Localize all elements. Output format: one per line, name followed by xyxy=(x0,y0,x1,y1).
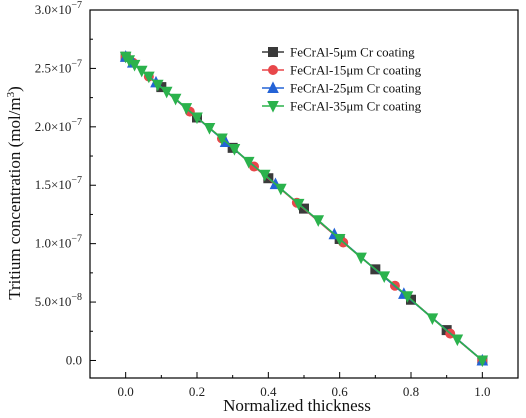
x-tick-label: 0.8 xyxy=(403,384,419,399)
x-tick-label: 0.6 xyxy=(332,384,349,399)
y-tick-mantissa: 0.0 xyxy=(66,352,82,367)
y-tick-exponent: −7 xyxy=(71,234,82,245)
x-tick-label: 0.0 xyxy=(118,384,134,399)
y-tick-exponent: −7 xyxy=(71,0,82,11)
data-point xyxy=(169,93,182,106)
y-tick-mantissa: 5.0×10 xyxy=(35,294,72,309)
data-point xyxy=(135,65,148,78)
y-tick-exponent: −7 xyxy=(71,175,82,186)
y-axis-title: Tritium concentration (mol/m3) xyxy=(5,86,24,300)
data-point xyxy=(191,112,203,125)
x-tick-label: 1.0 xyxy=(474,384,490,399)
series-layer xyxy=(119,50,489,368)
y-axis: 0.05.0×10−81.0×10−71.5×10−72.0×10−72.5×1… xyxy=(35,0,96,367)
series-4 xyxy=(119,51,489,368)
y-tick-label: 1.0×10−7 xyxy=(35,234,82,251)
legend-swatch-marker xyxy=(267,81,279,93)
data-point xyxy=(312,215,325,227)
y-tick-label: 5.0×10−8 xyxy=(35,292,82,309)
legend-swatch-marker xyxy=(268,65,278,75)
data-point xyxy=(128,59,141,72)
y-tick-label: 1.5×10−7 xyxy=(35,175,82,192)
y-tick-label: 2.0×10−7 xyxy=(35,117,82,134)
y-tick-mantissa: 3.0×10 xyxy=(35,2,72,17)
y-tick-label: 0.0 xyxy=(66,352,82,367)
legend-label: FeCrAl-5μm Cr coating xyxy=(290,45,415,60)
data-point xyxy=(401,291,414,303)
data-point xyxy=(426,313,439,326)
data-point xyxy=(228,144,241,156)
legend-swatch-marker xyxy=(267,101,279,113)
data-point xyxy=(355,252,367,265)
data-point xyxy=(242,156,255,169)
data-point xyxy=(292,198,305,211)
data-point xyxy=(203,122,216,135)
data-point xyxy=(451,334,464,347)
data-point xyxy=(275,183,287,196)
y-tick-exponent: −7 xyxy=(71,117,82,128)
y-tick-mantissa: 2.0×10 xyxy=(35,119,72,134)
legend-item: FeCrAl-5μm Cr coating xyxy=(262,45,415,60)
legend-item: FeCrAl-25μm Cr coating xyxy=(262,81,422,96)
x-tick-label: 0.2 xyxy=(189,384,205,399)
x-tick-label: 0.4 xyxy=(260,384,277,399)
data-point xyxy=(160,86,173,99)
x-axis-title: Normalized thickness xyxy=(223,396,371,415)
data-point xyxy=(143,71,155,84)
y-tick-label: 3.0×10−7 xyxy=(35,0,82,17)
legend-label: FeCrAl-15μm Cr coating xyxy=(290,63,422,78)
data-point xyxy=(258,169,271,182)
legend-item: FeCrAl-15μm Cr coating xyxy=(262,63,422,78)
data-point xyxy=(216,133,228,146)
y-axis-title-text: Tritium concentration (mol/m xyxy=(5,97,24,299)
data-point xyxy=(333,233,346,246)
y-tick-mantissa: 1.5×10 xyxy=(35,177,72,192)
y-axis-title-close: ) xyxy=(5,86,24,92)
legend: FeCrAl-5μm Cr coating FeCrAl-15μm Cr coat… xyxy=(262,45,422,114)
data-point xyxy=(378,271,391,283)
data-point xyxy=(476,355,489,368)
legend-swatch-marker xyxy=(268,47,278,57)
y-tick-exponent: −8 xyxy=(71,292,82,303)
legend-label: FeCrAl-35μm Cr coating xyxy=(290,99,422,114)
data-point xyxy=(151,79,164,92)
y-tick-exponent: −7 xyxy=(71,58,82,69)
y-tick-mantissa: 2.5×10 xyxy=(35,60,72,75)
legend-label: FeCrAl-25μm Cr coating xyxy=(290,81,422,96)
y-axis-title-exponent: 3 xyxy=(5,91,17,97)
data-point xyxy=(180,103,193,115)
y-tick-label: 2.5×10−7 xyxy=(35,58,82,75)
legend-item: FeCrAl-35μm Cr coating xyxy=(262,99,422,114)
y-tick-mantissa: 1.0×10 xyxy=(35,236,72,251)
x-axis: 0.0 0.2 0.4 0.6 0.8 1.0 xyxy=(89,372,519,399)
